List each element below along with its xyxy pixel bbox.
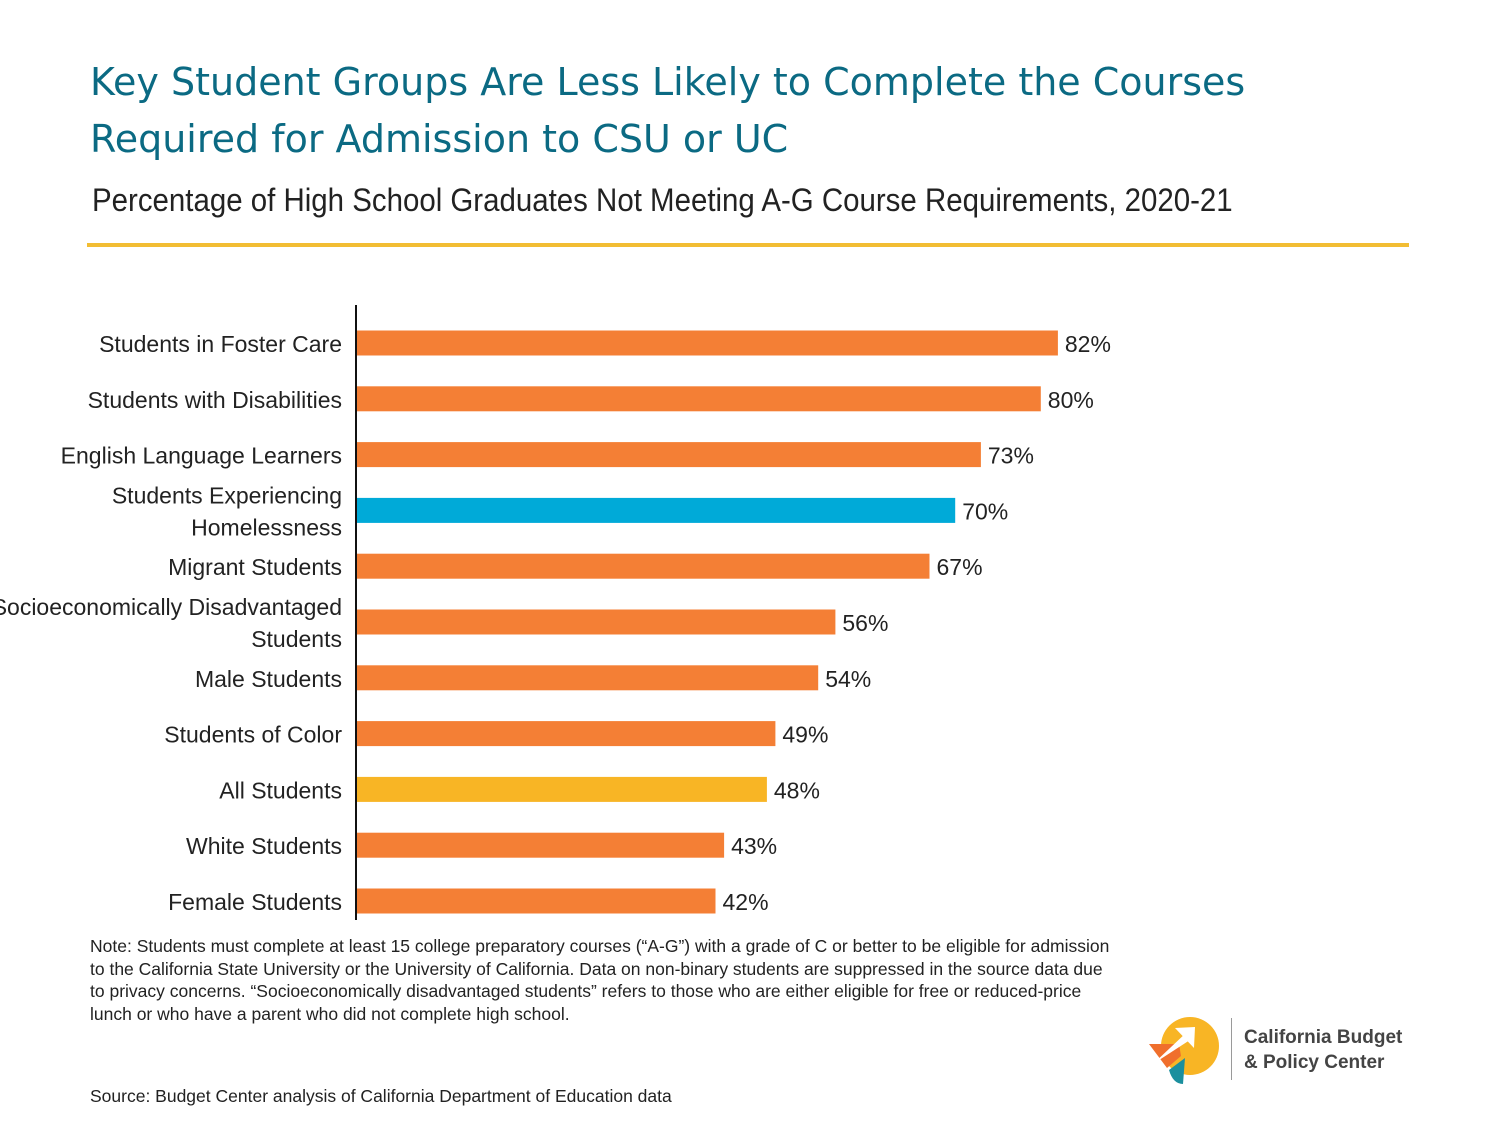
bar [356, 832, 725, 858]
logo-line-2: & Policy Center [1244, 1052, 1385, 1073]
category-label: Migrant Students [168, 554, 342, 580]
bar-value-label: 67% [937, 554, 983, 580]
category-label: Socioeconomically Disadvantaged [0, 594, 342, 620]
logo-line-1: California Budget [1244, 1027, 1403, 1048]
chart-title: Key Student Groups Are Less Likely to Co… [90, 54, 1410, 168]
chart-subtitle: Percentage of High School Graduates Not … [92, 182, 1233, 218]
bar [356, 721, 776, 747]
bar [356, 888, 716, 914]
bar-value-label: 73% [988, 443, 1034, 469]
bar [356, 386, 1041, 412]
bar-value-label: 43% [731, 833, 777, 859]
bar [356, 330, 1058, 356]
bar-value-label: 80% [1048, 387, 1094, 413]
category-label: All Students [219, 777, 342, 803]
bar [356, 553, 930, 579]
category-label: English Language Learners [61, 443, 342, 469]
chart-title-line-2: Required for Admission to CSU or UC [90, 117, 789, 161]
category-label: Students of Color [164, 722, 342, 748]
category-label: Students Experiencing [112, 482, 342, 508]
bar-value-label: 48% [774, 777, 820, 803]
bar [356, 442, 981, 468]
category-label: White Students [186, 833, 342, 859]
category-label: Female Students [168, 889, 342, 915]
bar-value-label: 70% [962, 498, 1008, 524]
bar-value-label: 49% [782, 722, 828, 748]
chart-note: Note: Students must complete at least 15… [90, 936, 1110, 1024]
category-label: Students in Foster Care [99, 331, 342, 357]
chart-title-line-1: Key Student Groups Are Less Likely to Co… [90, 60, 1246, 104]
bar-value-label: 42% [723, 889, 769, 915]
bar-chart: 82% Students in Foster Care 80% Students wi… [0, 305, 1111, 920]
title-divider [87, 243, 1409, 247]
bar [356, 497, 956, 523]
category-label: Homelessness [191, 514, 342, 540]
logo-divider [1231, 1018, 1232, 1080]
bar-value-label: 56% [842, 610, 888, 636]
category-label: Students with Disabilities [88, 387, 342, 413]
bar-value-label: 54% [825, 666, 871, 692]
category-label: Male Students [195, 666, 342, 692]
bar [356, 776, 767, 802]
bar [356, 609, 836, 635]
budget-center-logo-icon [1149, 1017, 1219, 1084]
brand-logo: California Budget & Policy Center [1145, 1010, 1445, 1090]
bar-value-label: 82% [1065, 331, 1111, 357]
category-label: Students [251, 626, 342, 652]
bar [356, 665, 819, 691]
chart-source: Source: Budget Center analysis of Califo… [90, 1086, 672, 1106]
logo-wordmark: California Budget & Policy Center [1244, 1025, 1402, 1075]
